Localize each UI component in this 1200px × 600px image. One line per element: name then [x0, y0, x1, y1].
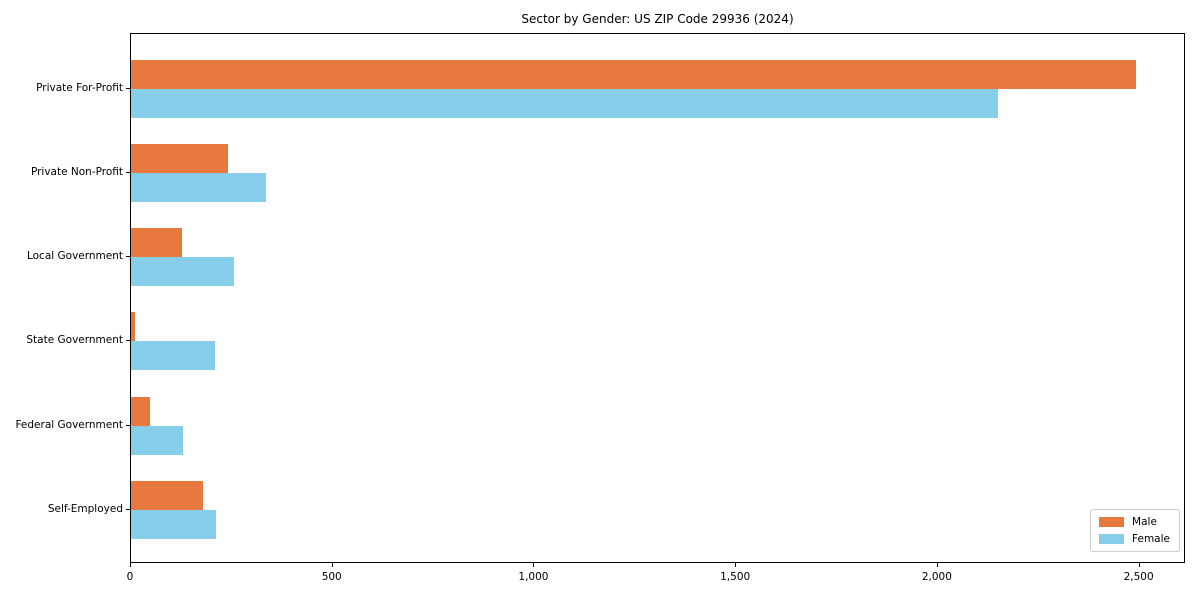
bar-female-state-government: [131, 341, 216, 371]
legend-item-male: Male: [1099, 516, 1170, 528]
x-tick-mark: [1138, 563, 1140, 567]
y-tick-mark: [126, 256, 130, 258]
x-tick-label-1-500: 1,500: [720, 571, 751, 583]
y-tick-mark: [126, 340, 130, 342]
legend-swatch-female: [1099, 534, 1125, 544]
legend: Male Female: [1090, 509, 1180, 552]
y-tick-label-private-for-profit: Private For-Profit: [36, 82, 123, 94]
legend-label-male: Male: [1132, 516, 1157, 528]
legend-item-female: Female: [1099, 533, 1170, 545]
bar-male-private-non-profit: [131, 144, 228, 174]
x-tick-mark: [331, 563, 333, 567]
legend-swatch-male: [1099, 517, 1125, 527]
x-tick-label-2-000: 2,000: [921, 571, 952, 583]
bar-male-private-for-profit: [131, 60, 1136, 89]
bar-female-local-government: [131, 257, 234, 287]
x-tick-mark: [533, 563, 535, 567]
bar-male-self-employed: [131, 480, 203, 510]
bar-female-federal-government: [131, 425, 183, 455]
y-tick-label-self-employed: Self-Employed: [47, 502, 123, 515]
bar-female-private-for-profit: [131, 89, 998, 118]
x-tick-label-2-500: 2,500: [1123, 571, 1154, 583]
bar-male-local-government: [131, 228, 183, 258]
bar-female-self-employed: [131, 509, 217, 539]
x-tick-mark: [735, 563, 737, 567]
y-tick-mark: [126, 172, 130, 174]
y-tick-mark: [126, 424, 130, 426]
y-tick-label-private-non-profit: Private Non-Profit: [30, 166, 123, 179]
y-tick-label-state-government: State Government: [26, 334, 123, 347]
chart-title: Sector by Gender: US ZIP Code 29936 (202…: [521, 12, 794, 26]
bar-female-private-non-profit: [131, 173, 267, 203]
y-tick-mark: [126, 508, 130, 510]
x-tick-mark: [936, 563, 938, 567]
x-tick-label-500: 500: [321, 571, 342, 583]
legend-label-female: Female: [1132, 533, 1170, 545]
x-tick-label-0: 0: [126, 571, 134, 583]
y-tick-label-federal-government: Federal Government: [15, 418, 123, 431]
bar-male-federal-government: [131, 396, 150, 426]
y-tick-label-local-government: Local Government: [26, 250, 123, 263]
y-tick-mark: [126, 88, 130, 89]
plot-area: Male Female: [130, 33, 1185, 563]
bar-male-state-government: [131, 312, 135, 342]
x-tick-mark: [130, 563, 131, 567]
x-tick-label-1-000: 1,000: [518, 571, 549, 583]
